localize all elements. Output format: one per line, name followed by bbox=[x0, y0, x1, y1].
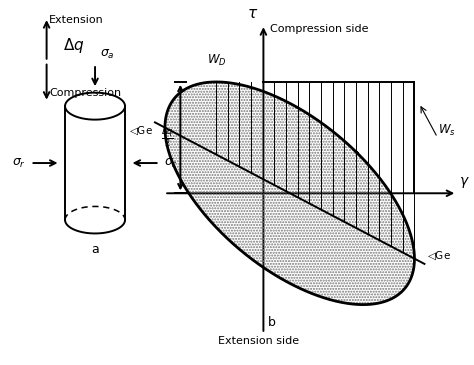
Text: $\tau$: $\tau$ bbox=[246, 6, 258, 21]
Text: a: a bbox=[91, 243, 99, 256]
Text: $\triangleleft$Ge: $\triangleleft$Ge bbox=[427, 250, 451, 262]
Text: $\sigma_a$: $\sigma_a$ bbox=[100, 47, 114, 61]
Text: $W_s$: $W_s$ bbox=[438, 123, 456, 138]
Text: $\frac{\Delta q}{2}$: $\frac{\Delta q}{2}$ bbox=[161, 126, 173, 150]
Polygon shape bbox=[165, 82, 414, 305]
Text: $\gamma$: $\gamma$ bbox=[459, 175, 470, 190]
Text: $\sigma_r$: $\sigma_r$ bbox=[12, 157, 26, 170]
Text: Extension: Extension bbox=[49, 15, 104, 26]
Text: $\sigma_r$: $\sigma_r$ bbox=[164, 157, 178, 170]
Text: Compression side: Compression side bbox=[270, 24, 369, 34]
Text: b: b bbox=[268, 316, 276, 329]
Text: $W_D$: $W_D$ bbox=[207, 53, 227, 68]
Text: $\Delta q$: $\Delta q$ bbox=[63, 36, 84, 55]
Text: Compression: Compression bbox=[49, 88, 121, 98]
Text: $\triangleleft$Ge: $\triangleleft$Ge bbox=[129, 124, 153, 137]
Text: Extension side: Extension side bbox=[218, 336, 300, 346]
